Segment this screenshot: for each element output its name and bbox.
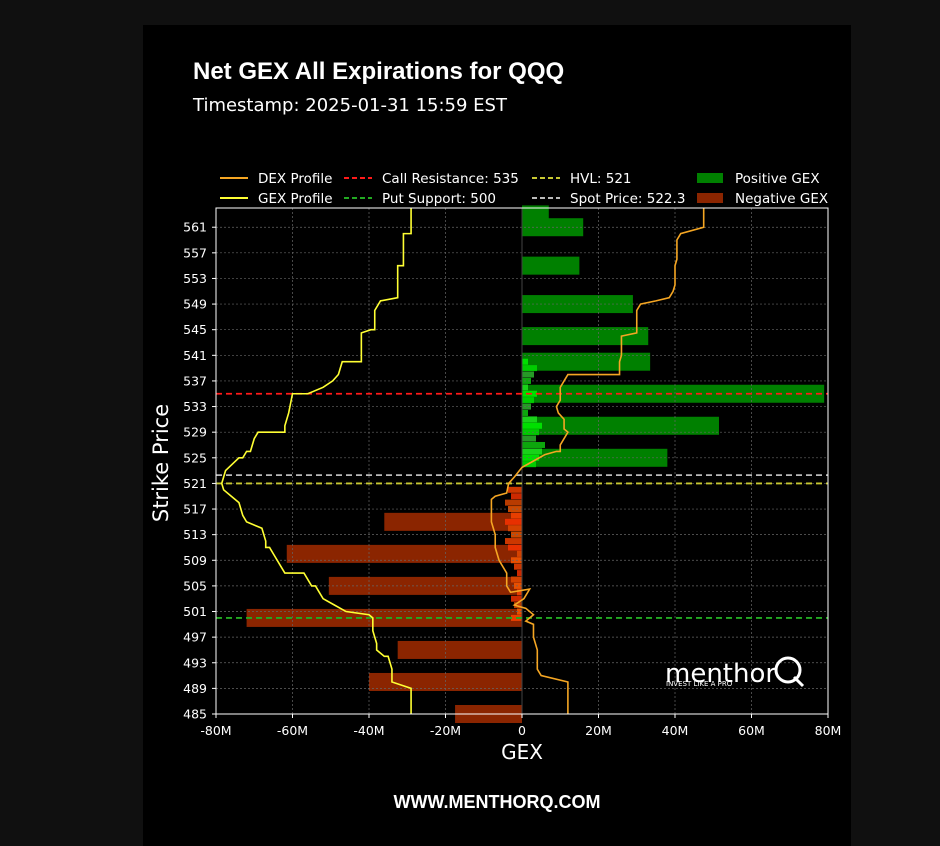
gex-profile-line: [220, 208, 412, 714]
negative-gex-strip: [505, 518, 522, 525]
negative-gex-strip: [511, 595, 522, 602]
y-tick-label: 513: [183, 527, 207, 542]
negative-gex-strip: [508, 525, 522, 532]
x-axis-label: GEX: [501, 740, 543, 764]
negative-gex-bar: [397, 640, 522, 659]
legend-label: HVL: 521: [570, 171, 632, 187]
y-tick-label: 549: [183, 297, 207, 312]
legend-label: Call Resistance: 535: [382, 171, 519, 187]
legend-label: Spot Price: 522.3: [570, 191, 685, 207]
positive-gex-strip: [522, 435, 536, 442]
level-lines: [216, 392, 828, 619]
positive-gex-bar: [522, 327, 649, 346]
x-tick-label: 40M: [662, 723, 689, 738]
positive-gex-strip: [522, 358, 528, 365]
y-tick-label: 517: [183, 502, 207, 517]
x-tick-label: 0: [518, 723, 526, 738]
negative-gex-strip: [514, 602, 522, 609]
negative-gex-strip: [505, 538, 522, 545]
logo-wordmark: menthor: [665, 659, 776, 689]
y-tick-label: 493: [183, 655, 207, 670]
y-tick-label: 485: [183, 707, 207, 722]
negative-gex-strip: [517, 589, 522, 596]
positive-gex-strip: [522, 365, 537, 372]
positive-gex-strip: [522, 409, 528, 416]
y-tick-label: 505: [183, 578, 207, 593]
y-tick-label: 501: [183, 604, 207, 619]
negative-gex-strip: [517, 570, 522, 577]
positive-gex-strip: [522, 416, 537, 423]
legend-label: Positive GEX: [735, 171, 820, 187]
legend-swatch: [697, 173, 723, 183]
legend-label: Negative GEX: [735, 191, 828, 207]
negative-gex-strip: [511, 493, 522, 500]
chart-subtitle: Timestamp: 2025-01-31 15:59 EST: [193, 95, 507, 116]
y-tick-label: 553: [183, 271, 207, 286]
x-tick-label: -20M: [430, 723, 461, 738]
y-axis-label: Strike Price: [149, 404, 173, 522]
positive-gex-bar: [522, 352, 651, 371]
legend-label: Put Support: 500: [382, 191, 496, 207]
y-tick-label: 545: [183, 322, 207, 337]
logo-tagline: INVEST LIKE A PRO: [666, 680, 733, 688]
positive-gex-strip: [522, 422, 542, 429]
legend: DEX Profile GEX Profile Call Resistance: 5…: [220, 171, 828, 207]
positive-gex-strip: [522, 371, 534, 378]
grid-lines: [215, 208, 829, 715]
y-tick-label: 509: [183, 553, 207, 568]
negative-gex-strip: [508, 544, 522, 551]
y-tick-label: 489: [183, 681, 207, 696]
positive-gex-bar: [522, 448, 668, 467]
logo-q-tail: [792, 675, 805, 688]
dex-profile-line: [490, 208, 705, 714]
y-tick-label: 533: [183, 399, 207, 414]
positive-gex-bar: [522, 416, 719, 435]
y-tick-label: 521: [183, 476, 207, 491]
negative-gex-strip: [514, 563, 522, 570]
positive-gex-strip: [522, 377, 531, 384]
negative-gex-strip: [508, 486, 522, 493]
legend-label: GEX Profile: [258, 191, 333, 207]
negative-gex-strip: [511, 512, 522, 519]
positive-gex-strip: [522, 448, 542, 455]
legend-swatch: [697, 193, 723, 203]
negative-gex-strip: [517, 608, 522, 615]
y-tick-label: 541: [183, 348, 207, 363]
axes: -80M -60M -40M -20M 0 20M 40M 60M 80M 485 489 493 49…: [149, 207, 842, 764]
logo-q-ring: [774, 656, 802, 684]
positive-gex-strip: [522, 454, 539, 461]
positive-gex-strip: [522, 403, 531, 410]
y-tick-label: 537: [183, 373, 207, 388]
x-tick-label: 60M: [738, 723, 765, 738]
positive-gex-bar: [522, 384, 825, 403]
y-tick-label: 561: [183, 220, 207, 235]
negative-gex-strip: [508, 506, 522, 513]
x-tick-label: 80M: [815, 723, 842, 738]
negative-gex-strip: [505, 499, 522, 506]
x-tick-label: -80M: [200, 723, 231, 738]
positive-gex-strip: [522, 397, 534, 404]
y-tick-label: 497: [183, 630, 207, 645]
positive-gex-strip: [522, 429, 539, 436]
profile-lines: [220, 208, 705, 714]
legend-label: DEX Profile: [258, 171, 332, 187]
chart-title: Net GEX All Expirations for QQQ: [193, 58, 565, 85]
negative-gex-bar: [286, 544, 522, 563]
x-tick-label: 20M: [585, 723, 612, 738]
menthor-logo: menthor INVEST LIKE A PRO: [665, 656, 805, 689]
positive-gex-strip: [522, 441, 545, 448]
negative-gex-bar: [384, 512, 522, 531]
footer-url: WWW.MENTHORQ.COM: [393, 792, 601, 812]
negative-gex-strip: [517, 550, 522, 557]
negative-gex-bar: [246, 608, 522, 627]
positive-gex-bar: [522, 256, 580, 275]
negative-gex-strip: [511, 576, 522, 583]
y-tick-label: 529: [183, 425, 207, 440]
x-tick-label: -40M: [353, 723, 384, 738]
positive-gex-strip: [522, 384, 528, 391]
x-tick-label: -60M: [277, 723, 308, 738]
y-tick-label: 557: [183, 245, 207, 260]
y-tick-label: 525: [183, 450, 207, 465]
